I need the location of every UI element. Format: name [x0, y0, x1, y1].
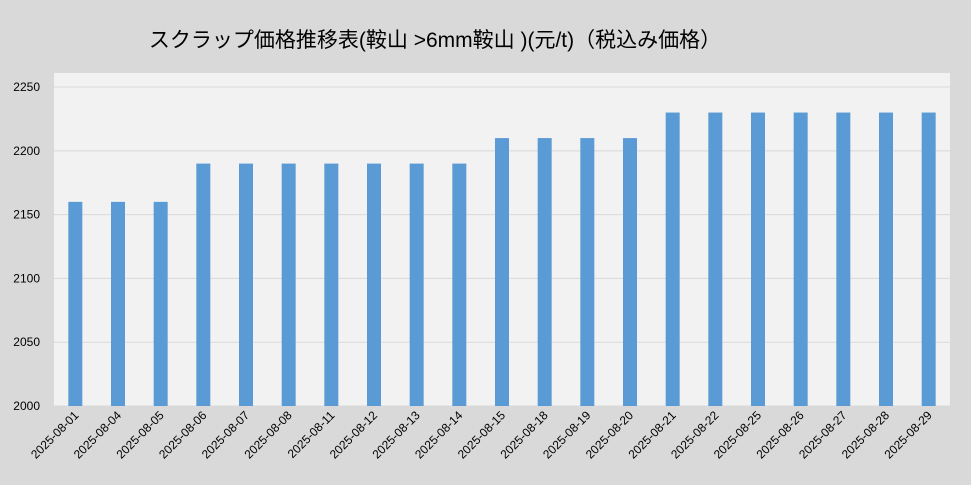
bar	[239, 163, 253, 406]
bar	[452, 163, 467, 406]
bar	[324, 163, 339, 406]
bar	[623, 138, 637, 406]
bar	[495, 138, 509, 406]
bar	[751, 112, 765, 406]
y-tick-label: 2200	[13, 144, 40, 158]
bar	[921, 112, 936, 406]
y-tick-label: 2050	[13, 335, 40, 349]
chart-title: スクラップ価格推移表(鞍山 >6mm鞍山 )(元/t)（税込み価格）	[149, 29, 721, 52]
y-tick-label: 2000	[13, 399, 40, 413]
bar	[281, 163, 296, 406]
y-tick-label: 2100	[13, 271, 40, 285]
bar	[537, 138, 552, 406]
y-tick-label: 2150	[13, 208, 40, 222]
y-tick-label: 2250	[13, 80, 40, 94]
bar	[409, 163, 424, 406]
bar	[879, 112, 893, 406]
bar	[68, 201, 83, 406]
bar	[153, 201, 168, 406]
bar	[836, 112, 851, 406]
bar	[111, 201, 125, 406]
bar	[580, 138, 595, 406]
bar	[367, 163, 381, 406]
bar	[793, 112, 808, 406]
bar	[708, 112, 723, 406]
bar	[665, 112, 680, 406]
bar	[196, 163, 211, 406]
